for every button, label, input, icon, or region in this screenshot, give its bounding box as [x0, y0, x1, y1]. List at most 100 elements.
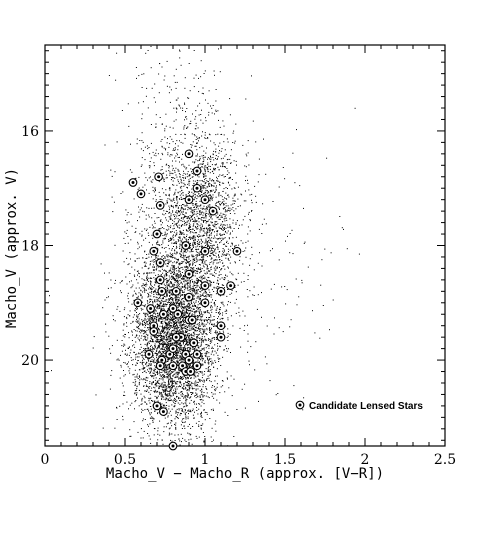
field-star-point — [223, 252, 225, 254]
field-star-point — [199, 272, 201, 274]
field-star-point — [183, 376, 185, 378]
field-star-point — [202, 241, 204, 243]
field-star-point — [207, 368, 209, 370]
field-star-point — [145, 316, 147, 318]
field-star-point — [247, 324, 248, 326]
field-star-point — [192, 408, 194, 410]
field-star-point — [147, 268, 149, 270]
field-star-point — [141, 368, 143, 370]
field-star-point — [129, 310, 131, 312]
field-star-point — [195, 200, 197, 202]
field-star-point — [195, 311, 197, 313]
field-star-point — [157, 413, 158, 415]
field-star-point — [213, 291, 215, 292]
field-star-point — [211, 184, 212, 186]
field-star-point — [206, 207, 207, 209]
field-star-point — [144, 250, 146, 252]
field-star-point — [132, 374, 134, 376]
field-star-point — [178, 412, 180, 414]
field-star-point — [191, 267, 192, 269]
field-star-point — [159, 343, 161, 345]
field-star-point — [119, 377, 121, 379]
field-star-point — [206, 293, 208, 295]
field-star-point — [156, 257, 158, 259]
field-star-point — [193, 311, 195, 313]
field-star-point — [165, 386, 167, 388]
field-star-point — [206, 327, 208, 329]
field-star-point — [110, 374, 112, 376]
field-star-point — [168, 391, 170, 392]
field-star-point — [191, 392, 193, 393]
field-star-point — [148, 347, 150, 349]
field-star-point — [217, 133, 219, 135]
field-star-point — [217, 166, 219, 168]
field-star-point — [201, 253, 203, 255]
field-star-point — [145, 333, 147, 335]
field-star-point — [163, 375, 165, 376]
field-star-point — [191, 237, 193, 239]
field-star-point — [196, 272, 198, 274]
field-star-point — [200, 245, 202, 247]
field-star-point — [207, 205, 209, 207]
field-star-point — [158, 217, 160, 218]
field-star-point — [192, 281, 193, 282]
field-star-point — [181, 350, 183, 352]
field-star-point — [193, 400, 195, 402]
field-star-point — [143, 358, 145, 360]
field-star-point — [177, 342, 178, 344]
field-star-point — [203, 266, 205, 268]
field-star-point — [163, 326, 165, 328]
field-star-point — [180, 371, 182, 372]
field-star-point — [136, 326, 138, 328]
field-star-point — [170, 389, 172, 391]
field-star-point — [144, 291, 146, 293]
field-star-point — [144, 306, 146, 308]
field-star-point — [183, 297, 185, 299]
field-star-point — [191, 327, 193, 329]
field-star-point — [172, 214, 174, 216]
field-star-point — [219, 267, 220, 268]
field-star-point — [193, 417, 195, 419]
field-star-point — [217, 320, 219, 322]
field-star-point — [191, 387, 193, 389]
field-star-point — [169, 370, 170, 372]
field-star-point — [148, 363, 150, 365]
field-star-point — [178, 309, 180, 311]
field-star-point — [224, 207, 226, 208]
field-star-point — [186, 257, 187, 259]
field-star-point — [172, 177, 174, 179]
field-star-point — [179, 215, 181, 216]
field-star-point — [185, 309, 187, 311]
field-star-point — [149, 423, 151, 425]
field-star-point — [174, 434, 176, 436]
field-star-point — [150, 282, 152, 284]
field-star-point — [194, 372, 196, 374]
field-star-point — [184, 345, 186, 347]
field-star-point — [187, 364, 189, 366]
field-star-point — [200, 394, 202, 396]
field-star-point — [188, 333, 190, 335]
field-star-point — [173, 316, 175, 318]
field-star-point — [174, 177, 176, 179]
field-star-point — [164, 350, 166, 352]
field-star-point — [199, 258, 201, 260]
field-star-point — [187, 425, 189, 427]
field-star-point — [191, 305, 193, 307]
field-star-point — [125, 276, 127, 278]
field-star-point — [204, 336, 206, 338]
field-star-point — [189, 304, 191, 306]
field-star-point — [205, 296, 207, 298]
field-star-point — [170, 377, 172, 379]
field-star-point — [181, 248, 183, 250]
field-star-point — [199, 381, 201, 383]
field-star-point — [181, 182, 183, 184]
field-star-point — [190, 208, 192, 210]
field-star-point — [160, 343, 162, 345]
field-star-point — [153, 386, 155, 388]
field-star-point — [177, 374, 179, 376]
field-star-point — [174, 317, 176, 319]
field-star-point — [154, 384, 156, 386]
field-star-point — [154, 278, 156, 280]
field-star-point — [147, 179, 148, 181]
